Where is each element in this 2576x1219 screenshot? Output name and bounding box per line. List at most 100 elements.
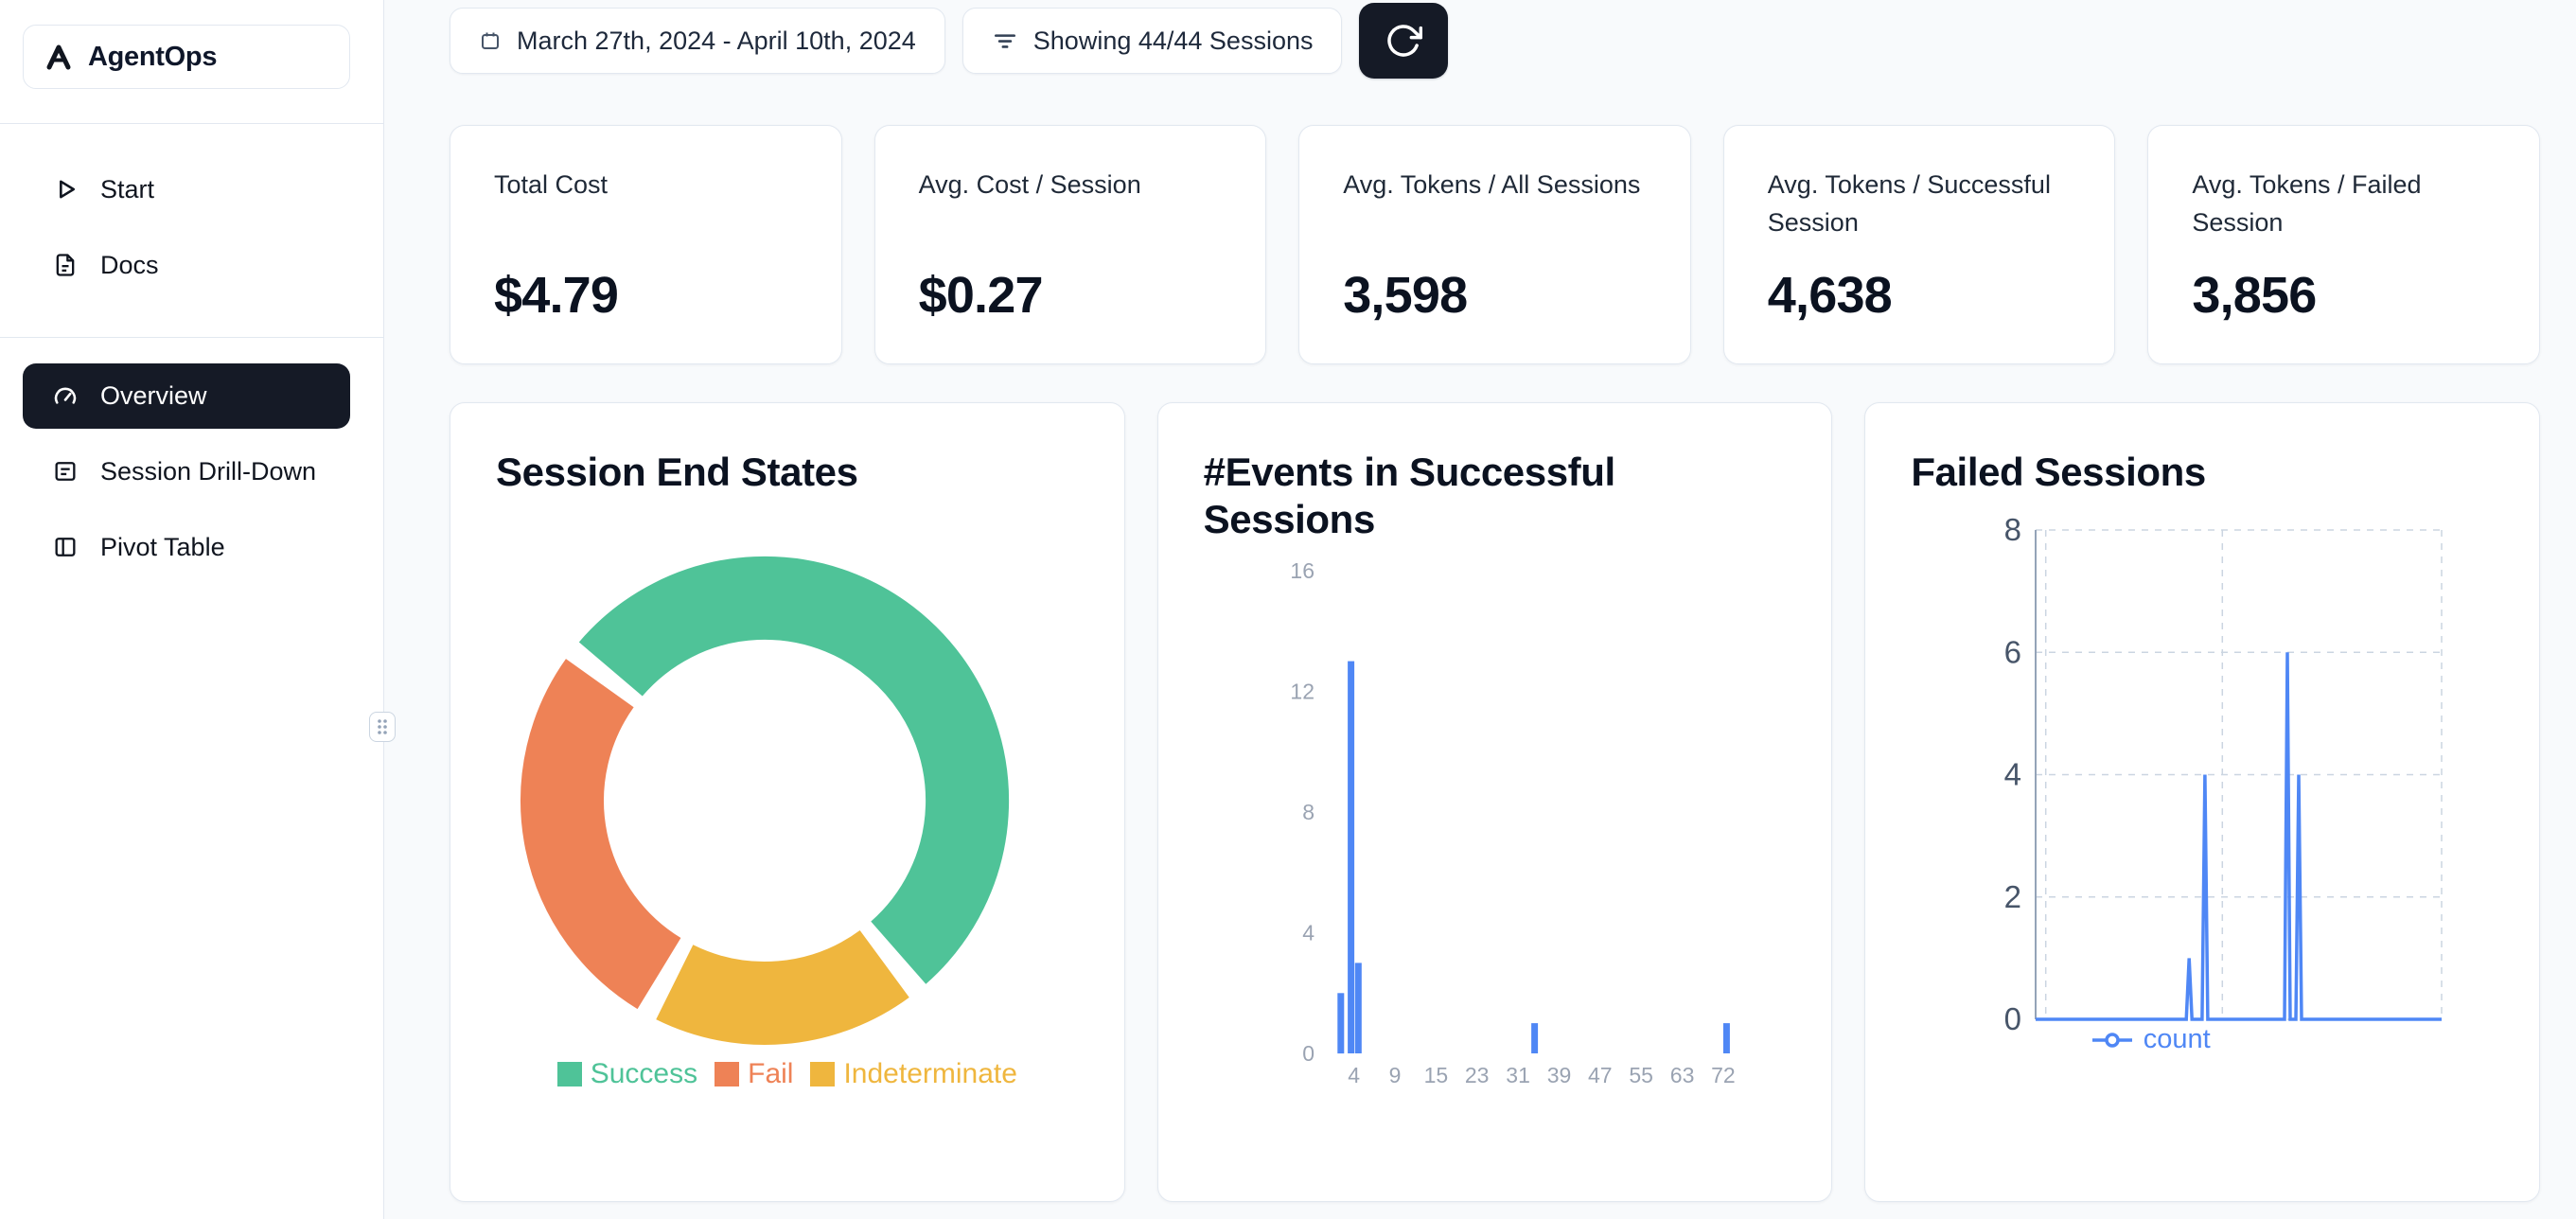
legend-label: Indeterminate	[843, 1058, 1017, 1089]
y-tick-label: 16	[1290, 558, 1314, 583]
x-tick-label: 15	[1423, 1063, 1448, 1087]
docs-icon	[51, 251, 79, 279]
app-name: AgentOps	[88, 41, 218, 72]
session-filter-label: Showing 44/44 Sessions	[1032, 26, 1314, 55]
filter-icon	[994, 34, 1015, 48]
stat-card-avg-tokens-failed: Avg. Tokens / Failed Session 3,856	[2147, 125, 2540, 364]
donut-segment-success	[578, 556, 1010, 984]
toolbar: March 27th, 2024 - April 10th, 2024 Show…	[450, 3, 1449, 79]
donut-segment-fail	[520, 659, 682, 1010]
sidebar-resize-handle[interactable]	[369, 712, 396, 742]
count-legend-marker	[2091, 1032, 2132, 1048]
bar	[1722, 1023, 1730, 1053]
x-tick-label: 72	[1711, 1063, 1736, 1087]
chart-card-failed-sessions: Failed Sessions 0 2 4 6 8 count	[1864, 402, 2541, 1202]
legend-swatch	[556, 1062, 582, 1086]
x-tick-label: 47	[1588, 1063, 1613, 1087]
bar	[1336, 993, 1344, 1054]
charts-row: Session End States Success Fail Indetermin…	[450, 402, 2541, 1202]
stat-value: $0.27	[918, 267, 1044, 324]
sidebar-item-pivot-table[interactable]: Pivot Table	[23, 517, 350, 577]
stats-row: Total Cost $4.79 Avg. Cost / Session $0.…	[450, 125, 2540, 364]
bar	[1530, 1023, 1538, 1053]
sidebar-item-label: Start	[100, 174, 155, 203]
calendar-icon	[482, 32, 499, 49]
agentops-logo-icon	[46, 44, 71, 70]
stat-label: Total Cost	[494, 170, 609, 199]
x-tick-label: 31	[1506, 1063, 1530, 1087]
y-tick-label: 0	[2004, 1001, 2021, 1036]
donut-segment-indeterminate	[656, 929, 909, 1045]
table-icon	[51, 533, 79, 561]
sidebar-item-start[interactable]: Start	[23, 159, 350, 220]
sidebar-item-label: Pivot Table	[100, 532, 225, 561]
sidebar-item-label: Docs	[100, 250, 159, 279]
chart-card-events-in-successful-sessions: #Events in Successful Sessions 0 4 8 12 16 4 9…	[1156, 402, 1833, 1202]
stat-value: $4.79	[494, 267, 619, 324]
stat-label: Avg. Tokens / All Sessions	[1343, 170, 1641, 199]
stat-value: 3,598	[1343, 267, 1468, 324]
y-tick-label: 4	[2004, 757, 2021, 792]
x-tick-label: 63	[1669, 1063, 1694, 1087]
legend-item-success: Success	[556, 1058, 698, 1090]
legend-item-indeterminate: Indeterminate	[810, 1058, 1017, 1090]
stat-card-avg-tokens-successful: Avg. Tokens / Successful Session 4,638	[1722, 125, 2116, 364]
bar	[1354, 963, 1362, 1053]
refresh-icon	[1387, 25, 1423, 57]
legend-swatch	[715, 1062, 740, 1086]
bar	[1347, 661, 1354, 1053]
play-icon	[51, 175, 79, 203]
list-icon	[51, 457, 79, 486]
x-tick-label: 55	[1629, 1063, 1653, 1087]
stat-value: 4,638	[1767, 267, 1893, 324]
gauge-icon	[51, 382, 79, 411]
y-tick-label: 4	[1302, 921, 1314, 945]
legend-swatch	[810, 1062, 836, 1086]
session-filter-button[interactable]: Showing 44/44 Sessions	[962, 8, 1343, 74]
sidebar-item-docs[interactable]: Docs	[23, 235, 350, 295]
stat-label: Avg. Tokens / Failed Session	[2192, 170, 2422, 237]
main-content: March 27th, 2024 - April 10th, 2024 Show…	[384, 0, 2576, 1219]
stat-card-avg-cost-session: Avg. Cost / Session $0.27	[873, 125, 1267, 364]
legend-label: Fail	[748, 1058, 794, 1089]
failed-sessions-chart: 0 2 4 6 8	[2004, 512, 2444, 1036]
count-legend-label: count	[2143, 1024, 2211, 1054]
chart-card-session-end-states: Session End States Success Fail Indetermin…	[450, 402, 1125, 1202]
legend-label: Success	[590, 1058, 698, 1089]
date-range-label: March 27th, 2024 - April 10th, 2024	[517, 26, 916, 55]
x-tick-label: 4	[1348, 1063, 1360, 1087]
y-tick-label: 6	[2004, 634, 2021, 669]
sidebar-item-label: Session Drill-Down	[100, 456, 317, 486]
divider	[0, 337, 383, 338]
grip-dots-icon	[378, 719, 387, 734]
donut-legend: Success Fail Indeterminate	[450, 1058, 1124, 1090]
stat-label: Avg. Tokens / Successful Session	[1767, 170, 2051, 237]
chart-title: Failed Sessions	[1911, 450, 2206, 494]
app-logo[interactable]: AgentOps	[23, 25, 350, 89]
y-tick-label: 0	[1302, 1041, 1314, 1066]
y-tick-label: 2	[2004, 879, 2021, 914]
chart-title: Session End States	[496, 450, 858, 494]
stat-card-avg-tokens-all: Avg. Tokens / All Sessions 3,598	[1298, 125, 1691, 364]
y-tick-label: 8	[2004, 512, 2021, 547]
count-line	[2036, 652, 2443, 1021]
y-tick-label: 8	[1302, 800, 1314, 824]
sidebar: AgentOps Start Docs Overview	[0, 0, 384, 1219]
chart-title: #Events in Successful Sessions	[1203, 450, 1616, 541]
events-bar-chart: 0 4 8 12 16 4 9 15 23 31 39 47 55 63 72	[1290, 558, 1736, 1087]
x-tick-label: 39	[1546, 1063, 1571, 1087]
count-legend[interactable]: count	[1865, 1024, 2435, 1055]
divider	[0, 123, 383, 124]
stat-card-total-cost: Total Cost $4.79	[450, 125, 842, 364]
x-tick-label: 9	[1388, 1063, 1401, 1087]
sidebar-item-label: Overview	[100, 381, 207, 410]
refresh-button[interactable]	[1359, 3, 1449, 79]
legend-item-fail: Fail	[715, 1058, 793, 1090]
date-range-picker[interactable]: March 27th, 2024 - April 10th, 2024	[450, 8, 945, 74]
sidebar-item-session-drill-down[interactable]: Session Drill-Down	[23, 441, 350, 502]
session-end-states-donut	[520, 556, 1010, 1045]
stat-value: 3,856	[2192, 267, 2317, 324]
x-tick-label: 23	[1465, 1063, 1490, 1087]
stat-label: Avg. Cost / Session	[918, 170, 1141, 199]
sidebar-item-overview[interactable]: Overview	[23, 363, 350, 429]
